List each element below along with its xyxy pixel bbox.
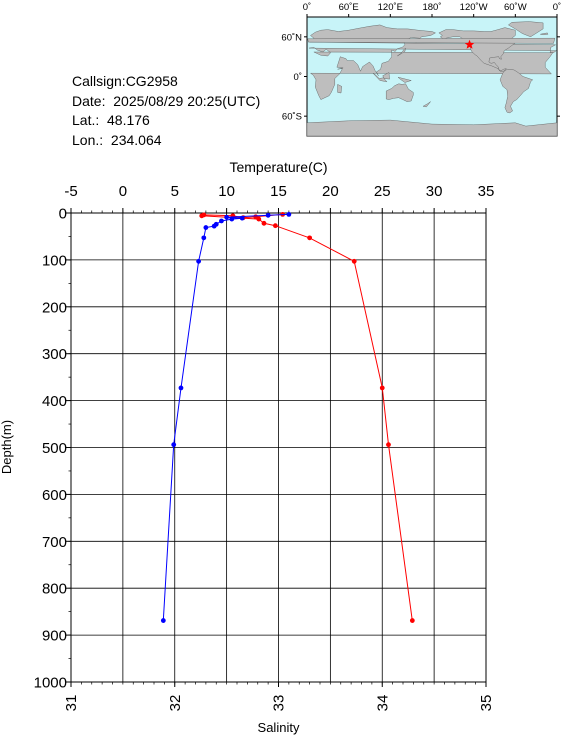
top-tick-label: 15 [270,183,287,200]
top-tick-label: 20 [322,183,339,200]
salinity-point [229,216,235,222]
salinity-point [224,214,230,220]
temperature-point [272,223,278,229]
salinity-point [211,223,217,229]
bottom-tick-label: 34 [374,695,391,712]
left-tick-label: 900 [42,628,67,645]
bottom-axis-label: Salinity [258,720,300,735]
top-tick-label: 25 [374,183,391,200]
salinity-point [239,215,245,221]
top-tick-label: -5 [64,183,77,200]
date-text: Date: 2025/08/29 20:25(UTC) [72,92,261,109]
temperature-point [256,216,262,222]
temperature-point [409,618,415,623]
station-info: Callsign:CG2958 Date: 2025/08/29 20:25(U… [72,72,260,150]
bottom-tick-label: 33 [271,695,288,712]
top-tick-label: 30 [426,183,443,200]
salinity-line [162,213,289,621]
salinity-point [286,212,292,217]
top-tick-label: 0 [119,183,127,200]
salinity-point [201,235,207,241]
left-tick-label: 600 [42,487,67,504]
callsign-text: Callsign:CG2958 [72,73,178,89]
salinity-point [178,385,184,391]
salinity-point [203,225,209,230]
left-tick-label: 400 [42,393,67,410]
temperature-point [307,235,313,241]
left-tick-label: 500 [42,440,67,457]
bottom-tick-label: 32 [167,695,184,712]
chart-series [160,212,415,623]
top-tick-label: 10 [218,183,235,200]
temperature-point [386,442,391,448]
top-tick-label: 35 [478,183,495,200]
latitude-text: Lat.: 48.176 [72,112,150,128]
bottom-tick-label: 31 [63,695,80,712]
longitude-text: Lon.: 234.064 [72,131,162,148]
chart-axes: -5 0 5 10 15 20 25 30 35 31 32 33 34 35 0 100 200 300 400 5… [34,183,495,711]
temperature-point [199,213,205,219]
left-tick-label: 0 [59,206,67,223]
left-tick-label: 700 [42,534,67,551]
temperature-point [379,385,385,391]
salinity-point [196,258,202,264]
bottom-tick-label: 35 [478,695,495,712]
temperature-point [261,220,267,226]
salinity-point [171,442,177,448]
left-tick-label: 100 [42,252,67,269]
temperature-point [351,258,357,264]
left-tick-label: 300 [42,346,67,363]
top-tick-label: 5 [171,183,179,200]
chart-grid [70,212,487,683]
left-tick-label: 1000 [34,675,67,692]
salinity-point [219,218,224,224]
salinity-point [160,618,166,623]
left-tick-label: 800 [42,581,67,598]
top-axis-label: Temperature(C) [229,159,327,175]
left-tick-label: 200 [42,299,67,316]
temperature-line [201,213,413,621]
salinity-point [265,212,271,218]
y-axis-label: Depth(m) [0,420,14,474]
